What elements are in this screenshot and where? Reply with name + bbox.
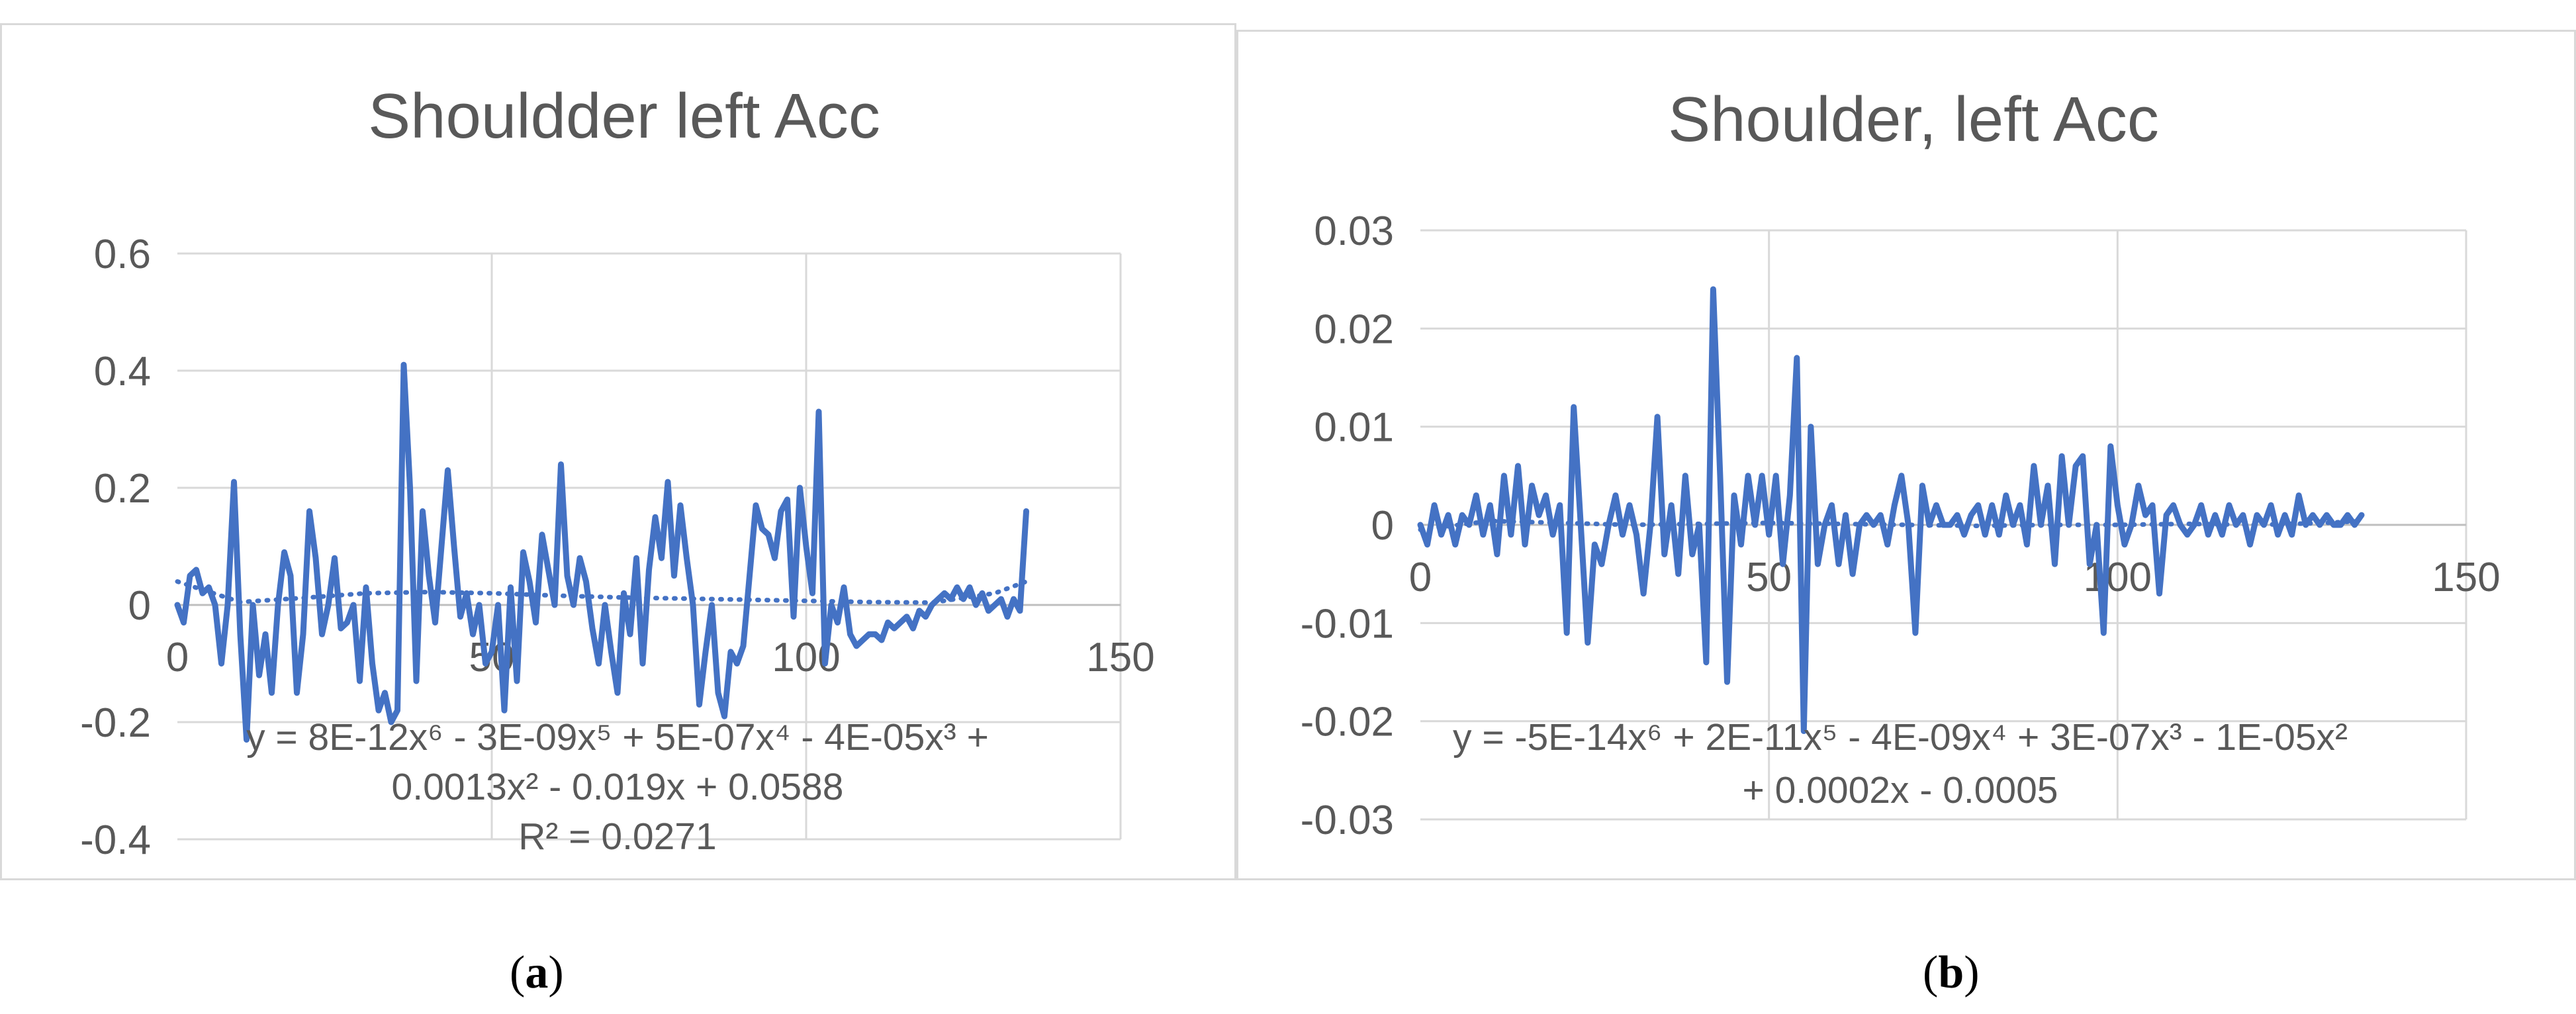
chart-b-x-tick-label: 100 xyxy=(2084,555,2152,600)
chart-a-y-tick-label: 0.4 xyxy=(94,349,151,394)
chart-b-series xyxy=(1417,286,2365,734)
chart-b-x-tick-label: 0 xyxy=(1409,555,1432,600)
chart-a-x-tick-label: 0 xyxy=(166,635,189,680)
caption-b: (b) xyxy=(1923,946,1980,999)
chart-a-y-tick-label: 0.6 xyxy=(94,232,151,277)
trendline-label-line: R² = 0.0271 xyxy=(518,815,716,858)
caption-letter: b xyxy=(1938,947,1964,998)
chart-a-y-tick-label: -0.2 xyxy=(80,700,151,746)
chart-a-y-tick-label: -0.4 xyxy=(80,817,151,863)
chart-b-y-tick-label: 0.02 xyxy=(1314,306,1394,352)
chart-b-y-tick-label: 0 xyxy=(1371,503,1394,549)
chart-b-svg: Shoulder, left Acc -0.03 -0.02 -0.01 0 0.01 0… xyxy=(1301,84,2501,843)
chart-b-trendline xyxy=(1418,518,2364,532)
trendline-label-line: y = -5E-14x⁶ + 2E-11x⁵ - 4E-09x⁴ + 3E-07… xyxy=(1453,716,2348,759)
chart-a-x-tick-label: 150 xyxy=(1086,635,1154,680)
caption-paren: ) xyxy=(548,947,564,998)
chart-b-x-tick-label: 150 xyxy=(2432,555,2500,600)
chart-b-title: Shoulder, left Acc xyxy=(1668,84,2159,155)
chart-a-series xyxy=(174,361,1029,743)
chart-b-trendline-label: y = -5E-14x⁶ + 2E-11x⁵ - 4E-09x⁴ + 3E-07… xyxy=(1453,716,2348,811)
chart-a-ticks: -0.4-0.200.20.40.60 50 100 150 xyxy=(80,232,1155,863)
chart-panel-b: Shoulder, left Acc -0.03 -0.02 -0.01 0 0.01 0… xyxy=(1236,30,2576,880)
chart-a-y-tick-label: 0 xyxy=(128,583,151,629)
caption-paren: ) xyxy=(1964,947,1980,998)
chart-a-trendline xyxy=(175,579,1029,605)
chart-b-y-tick-label: 0.01 xyxy=(1314,405,1394,451)
chart-b-y-tick-label: -0.03 xyxy=(1301,798,1394,843)
caption-a: (a) xyxy=(510,946,564,999)
chart-panel-a: Shouldder left Acc -0.4 -0.2 0 0.2 0.4 0.6 0 50… xyxy=(0,23,1236,880)
trendline-label-line: + 0.0002x - 0.0005 xyxy=(1743,769,2058,811)
caption-paren: ( xyxy=(510,947,526,998)
chart-b-series-line xyxy=(1417,286,2365,734)
chart-b-y-tick-label: -0.02 xyxy=(1301,700,1394,745)
chart-a-title: Shouldder left Acc xyxy=(368,81,880,152)
chart-b-y-tick-label: -0.01 xyxy=(1301,601,1394,647)
chart-b-y-tick-label: 0.03 xyxy=(1314,208,1394,254)
caption-letter: a xyxy=(525,947,549,998)
trendline-label-line: y = 8E-12x⁶ - 3E-09x⁵ + 5E-07x⁴ - 4E-05x… xyxy=(246,716,989,759)
caption-paren: ( xyxy=(1923,947,1939,998)
chart-a-trendline-label: y = 8E-12x⁶ - 3E-09x⁵ + 5E-07x⁴ - 4E-05x… xyxy=(246,716,989,858)
chart-a-y-tick-label: 0.2 xyxy=(94,466,151,512)
chart-a-series-line xyxy=(174,361,1029,743)
chart-a-svg: Shouldder left Acc -0.4-0.200.20.40.60 50… xyxy=(80,81,1155,863)
trendline-label-line: 0.0013x² - 0.019x + 0.0588 xyxy=(392,766,844,808)
